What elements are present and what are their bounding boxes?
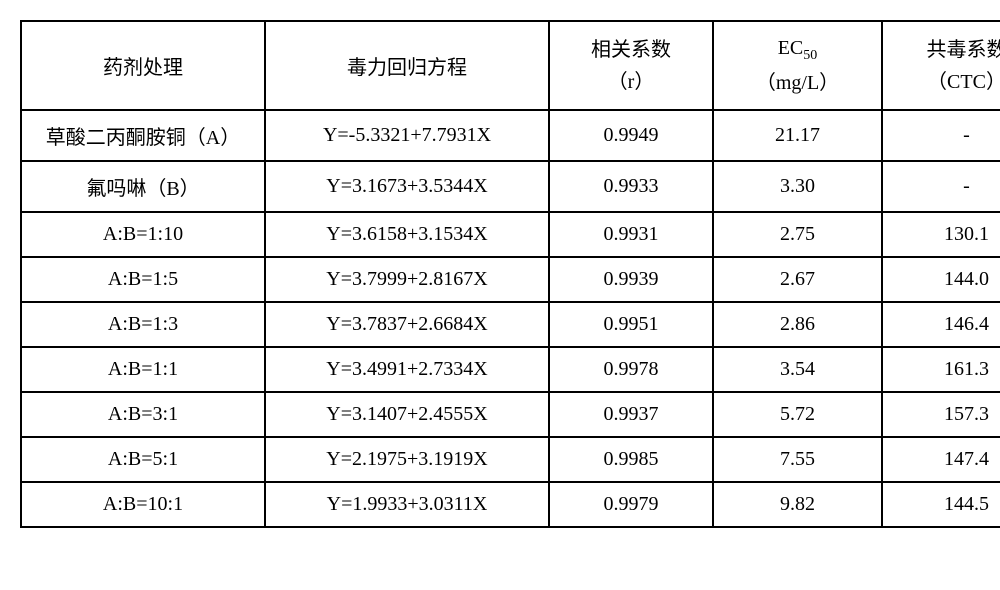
cell-ctc: 161.3 [882,347,1000,392]
cell-treatment: A:B=1:10 [21,212,265,257]
cell-ctc: 147.4 [882,437,1000,482]
cell-r: 0.9949 [549,110,713,161]
table-row: 草酸二丙酮胺铜（A） Y=-5.3321+7.7931X 0.9949 21.1… [21,110,1000,161]
cell-treatment: A:B=3:1 [21,392,265,437]
cell-equation: Y=1.9933+3.0311X [265,482,549,527]
cell-ctc: 130.1 [882,212,1000,257]
table-row: A:B=3:1 Y=3.1407+2.4555X 0.9937 5.72 157… [21,392,1000,437]
cell-ctc: 146.4 [882,302,1000,347]
table-body: 草酸二丙酮胺铜（A） Y=-5.3321+7.7931X 0.9949 21.1… [21,110,1000,527]
cell-ec50: 9.82 [713,482,882,527]
toxicology-table: 药剂处理 毒力回归方程 相关系数 （r） EC50 （mg/L） 共毒系数 （C… [20,20,1000,528]
cell-r: 0.9979 [549,482,713,527]
cell-equation: Y=2.1975+3.1919X [265,437,549,482]
cell-ec50: 2.86 [713,302,882,347]
cell-ctc: - [882,161,1000,212]
table-header-row: 药剂处理 毒力回归方程 相关系数 （r） EC50 （mg/L） 共毒系数 （C… [21,21,1000,110]
table-row: 氟吗啉（B） Y=3.1673+3.5344X 0.9933 3.30 - [21,161,1000,212]
cell-ec50: 2.75 [713,212,882,257]
cell-equation: Y=3.7837+2.6684X [265,302,549,347]
cell-equation: Y=3.6158+3.1534X [265,212,549,257]
cell-ec50: 3.54 [713,347,882,392]
table-row: A:B=10:1 Y=1.9933+3.0311X 0.9979 9.82 14… [21,482,1000,527]
cell-equation: Y=3.1407+2.4555X [265,392,549,437]
col-header-ctc: 共毒系数 （CTC） [882,21,1000,110]
cell-equation: Y=3.4991+2.7334X [265,347,549,392]
table-row: A:B=1:3 Y=3.7837+2.6684X 0.9951 2.86 146… [21,302,1000,347]
cell-ec50: 21.17 [713,110,882,161]
cell-equation: Y=3.1673+3.5344X [265,161,549,212]
cell-r: 0.9939 [549,257,713,302]
cell-treatment: 氟吗啉（B） [21,161,265,212]
cell-treatment: A:B=5:1 [21,437,265,482]
table-row: A:B=1:10 Y=3.6158+3.1534X 0.9931 2.75 13… [21,212,1000,257]
cell-r: 0.9931 [549,212,713,257]
col-header-ec50-line2: （mg/L） [756,72,839,94]
cell-equation: Y=3.7999+2.8167X [265,257,549,302]
col-header-ec50: EC50 （mg/L） [713,21,882,110]
cell-treatment: A:B=1:3 [21,302,265,347]
col-header-r-line1: 相关系数 [591,39,671,61]
col-header-treatment: 药剂处理 [21,21,265,110]
table-row: A:B=5:1 Y=2.1975+3.1919X 0.9985 7.55 147… [21,437,1000,482]
cell-r: 0.9985 [549,437,713,482]
cell-ec50: 5.72 [713,392,882,437]
col-header-r-line2: （r） [608,71,655,93]
cell-ec50: 7.55 [713,437,882,482]
col-header-ctc-line1: 共毒系数 [927,39,1000,61]
cell-ctc: - [882,110,1000,161]
col-header-ec50-line1: EC50 [778,37,818,59]
col-header-ctc-line2: （CTC） [927,71,1000,93]
cell-treatment: A:B=1:5 [21,257,265,302]
cell-equation: Y=-5.3321+7.7931X [265,110,549,161]
cell-ctc: 144.5 [882,482,1000,527]
cell-ctc: 144.0 [882,257,1000,302]
cell-treatment: A:B=10:1 [21,482,265,527]
table-row: A:B=1:1 Y=3.4991+2.7334X 0.9978 3.54 161… [21,347,1000,392]
col-header-equation: 毒力回归方程 [265,21,549,110]
cell-r: 0.9951 [549,302,713,347]
table-row: A:B=1:5 Y=3.7999+2.8167X 0.9939 2.67 144… [21,257,1000,302]
cell-ctc: 157.3 [882,392,1000,437]
cell-ec50: 2.67 [713,257,882,302]
cell-treatment: 草酸二丙酮胺铜（A） [21,110,265,161]
cell-r: 0.9937 [549,392,713,437]
col-header-r: 相关系数 （r） [549,21,713,110]
cell-r: 0.9933 [549,161,713,212]
cell-ec50: 3.30 [713,161,882,212]
cell-r: 0.9978 [549,347,713,392]
cell-treatment: A:B=1:1 [21,347,265,392]
